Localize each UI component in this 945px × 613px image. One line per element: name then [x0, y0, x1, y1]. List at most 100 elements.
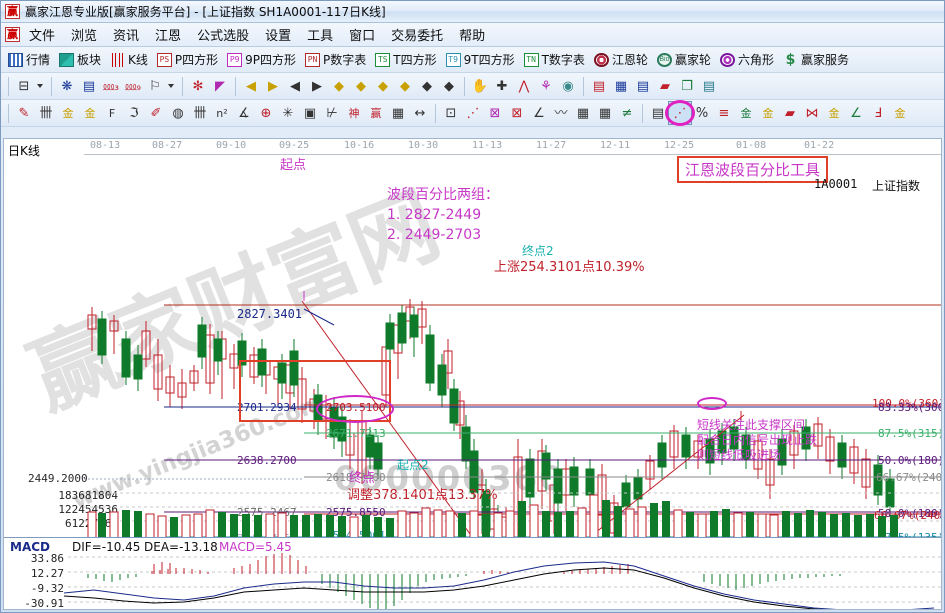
grid-fine2-icon[interactable]: ▦ [598, 105, 612, 121]
toolbar-label: 行情 [26, 53, 51, 67]
parallel-lines-icon[interactable]: ≠ [621, 105, 633, 121]
menu-item-settings[interactable]: 设置 [265, 29, 292, 44]
toolbar-button-quote[interactable]: 行情 [5, 50, 56, 69]
report-page-icon[interactable]: ▤ [82, 78, 96, 94]
toolbar-label: 六角形 [737, 53, 774, 67]
menu-item-window[interactable]: 窗口 [349, 29, 376, 44]
crosshair-icon[interactable]: ✚ [496, 78, 508, 94]
menu-item-browse[interactable]: 浏览 [71, 29, 98, 44]
last-page-icon[interactable]: ▶ [268, 78, 278, 94]
shift-right-icon[interactable]: ◆ [356, 78, 366, 94]
peak-valley-icon[interactable]: ⋀ [518, 78, 530, 94]
boxed-chart-icon[interactable]: ⊡ [445, 105, 457, 121]
cross-level-icon[interactable]: ⋈ [805, 105, 819, 121]
menu-item-trade[interactable]: 交易委托 [391, 29, 444, 44]
toolbar-button-kline[interactable]: K线 [107, 50, 154, 69]
shift-left-icon[interactable]: ◆ [334, 78, 344, 94]
toolbar-button-9p-square[interactable]: P9 9P四方形 [224, 50, 302, 69]
toolbar-button-t-square[interactable]: TS T四方形 [372, 50, 442, 69]
angle-a-icon[interactable]: ∡ [238, 105, 250, 121]
toolbar-button-sector[interactable]: 板块 [56, 50, 107, 69]
flag-dropdown-caret-icon[interactable] [166, 75, 178, 97]
hand-pan-icon[interactable]: ✋ [471, 78, 489, 94]
target-circle-icon[interactable]: ⊕ [260, 105, 272, 121]
zoom-fit-icon[interactable]: ◆ [444, 78, 454, 94]
menu-item-formula[interactable]: 公式选股 [197, 29, 250, 44]
ying-grid-icon[interactable]: 赢 [370, 106, 382, 120]
copy-icon[interactable]: ❐ [681, 78, 693, 94]
gold-grid-icon[interactable]: 金 [62, 106, 74, 120]
shen-grid-icon[interactable]: 神 [348, 106, 360, 120]
wave3-icon[interactable]: ⅏₃ [103, 79, 119, 93]
ladder-icon[interactable]: 卌 [193, 105, 207, 121]
tree-branch-icon[interactable]: ⚘ [540, 78, 552, 94]
fan-lines-icon[interactable]: ⋰ [466, 105, 480, 121]
toolbar-button-t-number-table[interactable]: TN T数字表 [521, 50, 591, 69]
gold-circle-icon[interactable]: 金 [740, 106, 752, 120]
toolbar-button-gann-wheel[interactable]: 江恩轮 [591, 50, 654, 69]
flag-marker-icon[interactable]: ⚐ [149, 78, 161, 94]
zoom-out-horizontal-icon[interactable]: ◆ [400, 78, 410, 94]
gold-level-icon[interactable]: 金 [762, 106, 774, 120]
box-fan-icon[interactable]: ⊠ [489, 105, 501, 121]
star-burst-icon[interactable]: ✳ [282, 105, 294, 121]
circle-grid-icon[interactable]: ◍ [172, 105, 184, 121]
grid-lines-icon[interactable]: 卌 [39, 105, 53, 121]
f-ladder-icon[interactable]: F [108, 106, 116, 120]
period-dropdown-caret-icon[interactable] [35, 75, 47, 97]
trend-lines-icon[interactable]: ∠ [533, 105, 545, 121]
gold-fan-icon[interactable]: 金 [894, 106, 906, 120]
number-grid-icon[interactable]: ▦ [391, 105, 405, 121]
bar-levels-icon[interactable]: ▤ [651, 105, 665, 121]
notes-icon[interactable]: ▤ [636, 78, 650, 94]
wave-line-icon[interactable]: 〰 [554, 105, 568, 121]
pen-eraser-icon[interactable]: ✐ [150, 105, 162, 121]
pen-draw-icon[interactable]: ✎ [18, 105, 30, 121]
support-zone-box [239, 360, 391, 422]
box-grid-red-icon[interactable]: ⊠ [511, 105, 523, 121]
f-fan-icon[interactable]: Ⅎ [874, 105, 882, 121]
menu-item-help[interactable]: 帮助 [459, 29, 486, 44]
toolbar-button-winner-wheel[interactable]: Bio 赢家轮 [654, 50, 717, 69]
toolbar-button-p-number-table[interactable]: PN P数字表 [302, 50, 372, 69]
span-arrows-icon[interactable]: ↔ [414, 105, 426, 121]
toolbar-button-hexagon[interactable]: 六角形 [717, 50, 780, 69]
calculator-icon[interactable]: ▦ [614, 78, 628, 94]
zoom-vertical-icon[interactable]: ◆ [422, 78, 432, 94]
n-squared-icon[interactable]: n² [216, 106, 228, 120]
angle-fan-icon[interactable]: ∠ [850, 105, 862, 121]
spiral-icon[interactable]: ℑ [129, 105, 139, 121]
menu-item-file[interactable]: 文件 [29, 29, 56, 44]
brain-analysis-icon[interactable]: ◉ [562, 78, 574, 94]
overlay-chart-icon[interactable]: ❋ [61, 78, 73, 94]
toolbar-button-9t-square[interactable]: T9 9T四方形 [443, 50, 521, 69]
first-page-icon[interactable]: ◀ [246, 78, 256, 94]
zoom-horizontal-icon[interactable]: ◆ [378, 78, 388, 94]
percent-band-tool-icon[interactable]: ⋰ [665, 100, 695, 126]
print-icon[interactable]: ▤ [702, 78, 716, 94]
toolbar-button-p-square[interactable]: PS P四方形 [154, 50, 224, 69]
chart-area[interactable]: 08-13 08-27 09-10 09-25 10-16 10-30 11-1… [3, 138, 942, 610]
framed-chart-icon[interactable]: ▣ [303, 105, 317, 121]
grid-fine-icon[interactable]: ▦ [576, 105, 590, 121]
menu-item-news[interactable]: 资讯 [113, 29, 140, 44]
save-icon[interactable]: ▰ [660, 78, 670, 94]
gann-fan-icon[interactable]: ✻ [192, 78, 204, 94]
page-left-icon[interactable]: ◀ [290, 78, 300, 94]
menu-item-tools[interactable]: 工具 [307, 29, 334, 44]
wave9-icon[interactable]: ⅏₉ [125, 79, 141, 93]
page-right-icon[interactable]: ▶ [312, 78, 322, 94]
menu-item-gann[interactable]: 江恩 [155, 29, 182, 44]
gold-band-icon[interactable]: 金 [828, 106, 840, 120]
paint-level-icon[interactable]: ▰ [785, 105, 795, 121]
percent-icon[interactable]: % [695, 105, 709, 121]
calendar-period-icon[interactable]: ⊟ [18, 78, 30, 94]
color-chart-icon[interactable]: ◤ [215, 78, 225, 94]
measure-icon[interactable]: ⊬ [326, 105, 338, 121]
level-lines-icon[interactable]: ≡ [718, 105, 730, 121]
calendar-icon[interactable]: ▤ [592, 78, 606, 94]
gold-grid2-icon[interactable]: 金 [84, 106, 96, 120]
support-price-ellipse [316, 395, 394, 423]
date-tick: 09-10 [216, 140, 247, 151]
toolbar-button-winner-service[interactable]: $ 赢家服务 [780, 50, 855, 69]
